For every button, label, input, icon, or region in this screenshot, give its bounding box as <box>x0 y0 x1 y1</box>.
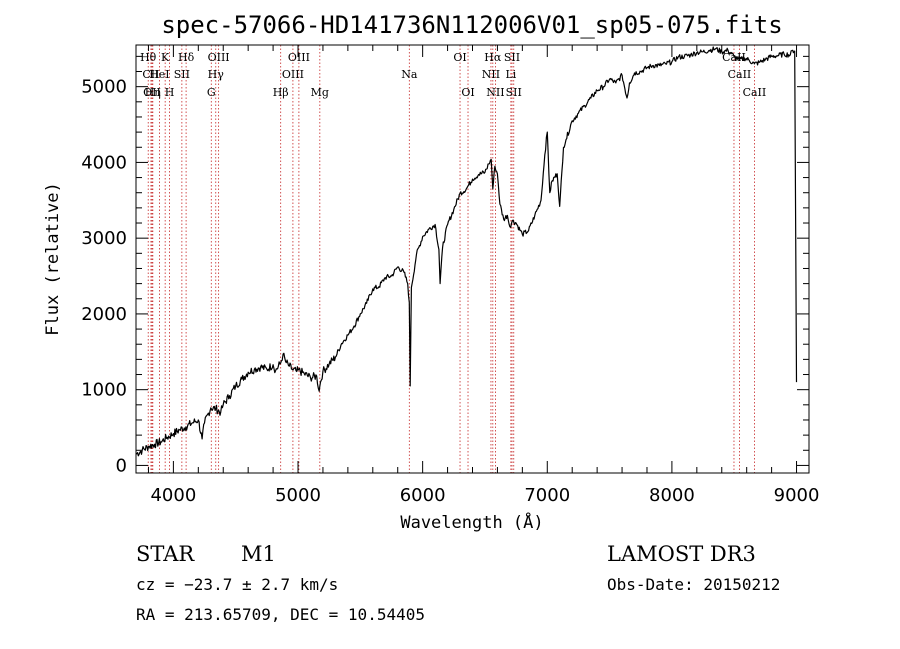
y-tick-label: 1000 <box>81 380 127 401</box>
line-label-OI: OI <box>453 51 466 64</box>
line-label-K: K <box>161 51 170 64</box>
line-label-CaII: CaII <box>722 51 746 64</box>
line-label-OII: OII <box>143 86 161 99</box>
line-label-Li: Li <box>505 68 516 81</box>
line-label-Hδ: Hδ <box>178 51 195 64</box>
chart-title: spec-57066-HD141736N112006V01_sp05-075.f… <box>161 11 782 39</box>
line-label-H: H <box>165 86 175 99</box>
line-label-Hθ: Hθ <box>140 51 157 64</box>
y-tick-label: 5000 <box>81 77 127 98</box>
redshift-velocity: cz = −23.7 ± 2.7 km/s <box>136 575 338 594</box>
x-axis-label: Wavelength (Å) <box>400 511 543 533</box>
line-label-OIII: OIII <box>208 51 230 64</box>
x-tick-label: 6000 <box>400 485 446 506</box>
line-label-SII: SII <box>174 68 190 81</box>
line-label-Hγ: Hγ <box>208 68 225 81</box>
line-label-NII: NII <box>486 86 504 99</box>
line-label-Hη: Hη <box>145 86 161 99</box>
x-tick-label: 8000 <box>649 485 695 506</box>
y-tick-label: 3000 <box>81 228 127 249</box>
line-label-Hα: Hα <box>484 51 502 64</box>
line-label-HeI: HeI <box>149 68 169 81</box>
x-tick-label: 4000 <box>150 485 196 506</box>
line-label-Na: Na <box>401 68 418 81</box>
coordinates: RA = 213.65709, DEC = 10.54405 <box>136 605 425 624</box>
line-label-Hβ: Hβ <box>273 86 289 99</box>
line-label-CaII: CaII <box>728 68 752 81</box>
y-axis-label: Flux (relative) <box>43 182 63 336</box>
observation-date: Obs-Date: 20150212 <box>607 575 780 594</box>
y-tick-label: 0 <box>116 455 127 476</box>
line-label-G: G <box>207 86 216 99</box>
line-label-SII: SII <box>504 51 520 64</box>
x-tick-label: 5000 <box>275 485 321 506</box>
spectrum-line <box>135 46 798 457</box>
y-tick-label: 4000 <box>81 152 127 173</box>
x-tick-label: 9000 <box>774 485 820 506</box>
survey-name: LAMOST DR3 <box>607 542 756 566</box>
object-class: STAR <box>136 542 195 566</box>
line-label-NII: NII <box>482 68 500 81</box>
line-label-OI: OI <box>461 86 474 99</box>
plot-frame <box>135 44 810 474</box>
line-label-CII: CII <box>142 68 159 81</box>
y-tick-label: 2000 <box>81 304 127 325</box>
object-subclass: M1 <box>241 542 276 566</box>
line-label-OIII: OIII <box>282 68 304 81</box>
axis-tick-labels: 4000 5000 6000 7000 8000 9000 0 1000 2000 3000 400… <box>81 77 819 506</box>
spectral-line-markers <box>147 45 755 473</box>
line-label-Mg: Mg <box>311 86 329 99</box>
line-label-CaII: CaII <box>743 86 767 99</box>
axis-ticks <box>136 45 809 473</box>
line-label-OIII: OIII <box>288 51 310 64</box>
x-tick-label: 7000 <box>524 485 570 506</box>
line-label-SII: SII <box>506 86 522 99</box>
